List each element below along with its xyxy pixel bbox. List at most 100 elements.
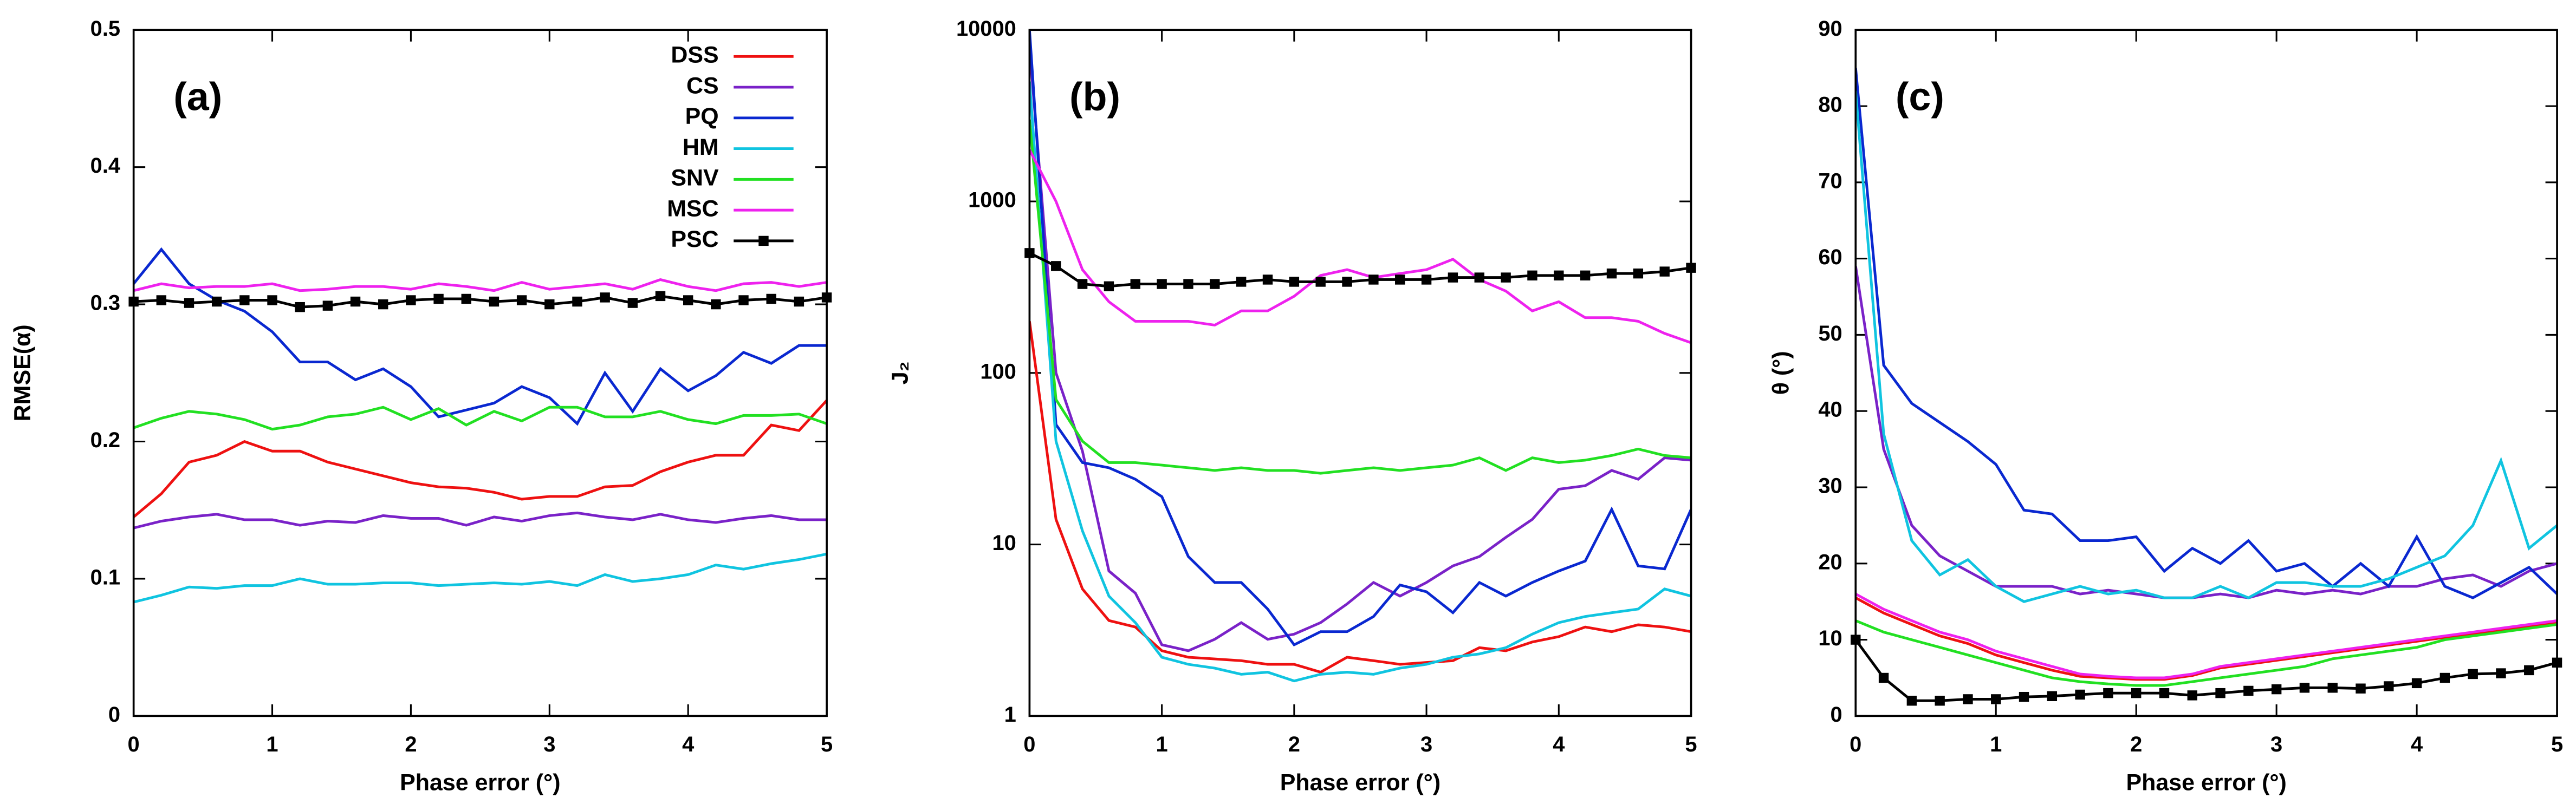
x-tick-label: 1 (266, 733, 278, 756)
plot-frame (132, 29, 828, 717)
series-line (1029, 119, 1691, 475)
point-marker (1104, 281, 1114, 291)
y-tick-label: 0 (1831, 703, 1842, 727)
point-marker (1963, 694, 1973, 704)
point-marker (2468, 669, 2478, 679)
point-marker (1236, 277, 1247, 287)
series-line (1029, 149, 1691, 344)
y-tick-label: 0.5 (90, 17, 120, 41)
point-marker (2159, 688, 2170, 698)
point-marker (600, 292, 610, 303)
point-marker (1289, 277, 1300, 287)
legend-label: CS (686, 73, 719, 99)
series-line (1855, 592, 2558, 679)
point-marker (1157, 279, 1167, 289)
panel-title: (b) (1069, 74, 1120, 119)
legend-label: PSC (671, 226, 718, 252)
y-tick-label: 0.2 (90, 428, 120, 452)
y-tick-label: 70 (1818, 169, 1842, 193)
point-marker (627, 298, 638, 308)
point-marker (2299, 683, 2310, 693)
point-marker (2524, 665, 2534, 676)
point-marker (184, 298, 194, 308)
x-tick-label: 1 (1156, 733, 1168, 756)
point-marker (794, 296, 804, 307)
x-tick-label: 3 (2270, 733, 2282, 756)
series-line (1029, 252, 1691, 288)
point-marker (683, 295, 693, 305)
point-marker (2496, 668, 2506, 678)
plot-frame (1028, 29, 1692, 717)
point-marker (1906, 696, 1917, 706)
panel: 0 10 20 30 40 50 60 70 80 90 0 1 2 3 4 5 Phase error (°)… (1768, 17, 2564, 796)
x-tick-label: 2 (2130, 733, 2142, 756)
x-tick-label: 1 (1990, 733, 2002, 756)
point-marker (1421, 274, 1432, 285)
x-tick-label: 5 (821, 733, 833, 756)
point-marker (156, 295, 167, 305)
series-line (133, 247, 827, 426)
x-tick-label: 4 (682, 733, 694, 756)
point-marker (267, 295, 277, 305)
point-marker (2439, 672, 2450, 683)
series-line (133, 511, 827, 530)
y-tick-label: 20 (1818, 550, 1842, 574)
point-marker (239, 295, 250, 305)
x-tick-label: 3 (543, 733, 555, 756)
point-marker (1342, 277, 1352, 287)
legend-label: SNV (671, 165, 719, 191)
series-line (1855, 90, 2558, 603)
point-marker (2327, 683, 2338, 693)
series-line (1855, 596, 2558, 681)
point-marker (2103, 688, 2113, 698)
point-marker (711, 299, 721, 310)
x-tick-label: 4 (1553, 733, 1565, 756)
x-tick-label: 5 (2551, 733, 2563, 756)
point-marker (2187, 690, 2197, 701)
point-marker (2384, 681, 2394, 691)
series-line (1855, 68, 2558, 599)
point-marker (2019, 691, 2029, 702)
y-tick-label: 0 (108, 703, 120, 727)
point-marker (1448, 272, 1458, 283)
y-tick-label: 1 (1004, 703, 1016, 727)
point-marker (1606, 268, 1617, 279)
point-marker (1368, 274, 1379, 285)
x-tick-label: 3 (1420, 733, 1432, 756)
x-axis-label: Phase error (°) (1280, 770, 1441, 796)
x-axis-label: Phase error (°) (400, 770, 560, 796)
point-marker (1130, 279, 1140, 289)
x-tick-label: 4 (2411, 733, 2423, 756)
point-marker (1633, 268, 1644, 279)
y-tick-label: 90 (1818, 17, 1842, 41)
point-marker (322, 300, 333, 311)
plot-frame (1854, 29, 2558, 717)
legend-label: MSC (667, 195, 718, 221)
y-tick-label: 1000 (968, 188, 1016, 212)
legend-label: DSS (671, 42, 718, 68)
y-tick-label: 50 (1818, 322, 1842, 345)
point-marker (378, 299, 388, 310)
point-marker (1659, 266, 1670, 277)
point-marker (1051, 261, 1061, 271)
series-line (1029, 321, 1691, 674)
series-line (1029, 81, 1691, 683)
point-marker (2411, 678, 2422, 689)
point-marker (1183, 279, 1193, 289)
point-marker (350, 296, 361, 307)
x-tick-label: 0 (1850, 733, 1861, 756)
x-tick-label: 2 (1288, 733, 1300, 756)
x-tick-label: 5 (1685, 733, 1697, 756)
point-marker (2047, 691, 2058, 701)
x-tick-label: 0 (1023, 733, 1035, 756)
point-marker (1580, 270, 1591, 281)
y-tick-label: 100 (980, 359, 1016, 383)
point-marker (2271, 684, 2282, 695)
x-tick-label: 2 (405, 733, 417, 756)
y-tick-label: 30 (1818, 474, 1842, 498)
y-tick-label: 10 (1818, 626, 1842, 650)
point-marker (1501, 272, 1511, 283)
